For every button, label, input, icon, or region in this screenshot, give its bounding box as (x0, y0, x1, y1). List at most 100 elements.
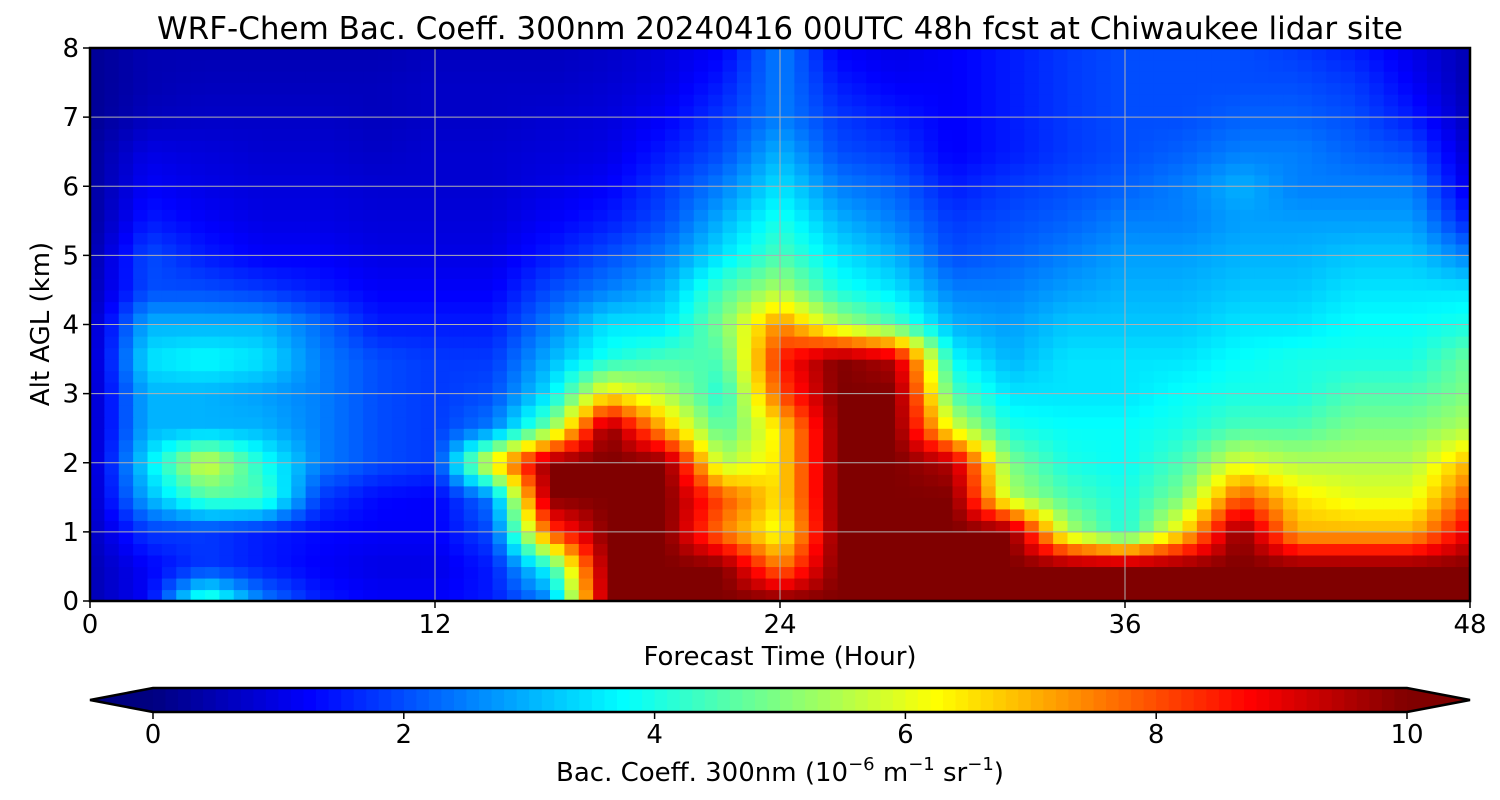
heatmap-cell (521, 554, 537, 568)
x-axis-label: Forecast Time (Hour) (643, 642, 916, 672)
heatmap-cell (463, 174, 479, 187)
heatmap-cell (1168, 566, 1184, 579)
heatmap-cell (593, 393, 609, 406)
heatmap-cell (621, 324, 637, 337)
heatmap-cell (334, 497, 350, 510)
heatmap-cell (449, 174, 465, 187)
heatmap-cell (1096, 589, 1112, 601)
heatmap-cell (1067, 382, 1083, 395)
heatmap-cell (650, 462, 666, 475)
heatmap-cell (334, 163, 350, 176)
heatmap-cell (823, 186, 839, 199)
heatmap-cell (1067, 266, 1083, 280)
heatmap-cell (808, 416, 824, 429)
heatmap-cell (1225, 416, 1241, 429)
heatmap-cell (1355, 485, 1370, 498)
heatmap-cell (291, 428, 307, 441)
heatmap-cell (262, 140, 278, 153)
heatmap-cell (679, 220, 695, 233)
heatmap-cell (90, 416, 105, 429)
heatmap-cell (90, 255, 105, 268)
heatmap-cell (1311, 266, 1327, 280)
heatmap-cell (291, 589, 307, 601)
heatmap-cell (621, 577, 637, 591)
colorbar-segment (391, 688, 405, 712)
colorbar-segment (479, 688, 493, 712)
heatmap-cell (1383, 554, 1399, 568)
colorbar-extend-high (1407, 688, 1470, 712)
heatmap-cell (1412, 174, 1428, 187)
heatmap-cell (823, 266, 839, 280)
heatmap-cell (1196, 163, 1212, 176)
heatmap-cell (205, 59, 220, 72)
heatmap-cell (1168, 312, 1184, 326)
heatmap-cell (952, 174, 968, 187)
heatmap-cell (118, 577, 134, 591)
heatmap-cell (305, 462, 321, 475)
heatmap-cell (1153, 174, 1169, 187)
heatmap-cell (305, 128, 321, 141)
heatmap-cell (176, 278, 192, 291)
heatmap-cell (665, 197, 680, 210)
heatmap-cell (521, 566, 537, 579)
heatmap-cell (205, 278, 220, 291)
heatmap-cell (607, 197, 623, 210)
heatmap-cell (909, 577, 925, 591)
heatmap-cell (535, 266, 551, 280)
heatmap-cell (478, 301, 494, 314)
heatmap-cell (650, 359, 666, 372)
heatmap-cell (205, 497, 220, 510)
heatmap-cell (823, 393, 839, 406)
heatmap-cell (1412, 531, 1428, 544)
heatmap-cell (492, 497, 508, 510)
heatmap-cell (636, 428, 652, 441)
heatmap-cell (147, 94, 163, 107)
heatmap-cell (1369, 151, 1385, 164)
heatmap-cell (1340, 347, 1356, 360)
heatmap-cell (1067, 255, 1083, 268)
heatmap-cell (1426, 439, 1442, 452)
heatmap-cell (492, 197, 508, 210)
heatmap-cell (837, 209, 853, 222)
heatmap-cell (1211, 117, 1227, 130)
heatmap-cell (765, 174, 781, 187)
heatmap-cell (607, 382, 623, 395)
heatmap-cell (248, 508, 264, 521)
heatmap-cell (1168, 474, 1184, 487)
heatmap-cell (751, 554, 767, 568)
heatmap-cell (1283, 520, 1299, 533)
heatmap-cell (1268, 312, 1284, 326)
heatmap-cell (363, 312, 379, 326)
heatmap-cell (320, 428, 335, 441)
heatmap-cell (1024, 232, 1040, 245)
heatmap-cell (952, 243, 968, 256)
heatmap-cell (1283, 347, 1299, 360)
heatmap-cell (1340, 128, 1356, 141)
heatmap-cell (420, 520, 436, 533)
heatmap-cell (1153, 554, 1169, 568)
heatmap-cell (923, 220, 939, 233)
heatmap-cell (722, 140, 738, 153)
colorbar-segment (1093, 688, 1107, 712)
heatmap-cell (90, 197, 105, 210)
heatmap-cell (1383, 266, 1399, 280)
heatmap-cell (837, 59, 853, 72)
heatmap-cell (205, 117, 220, 130)
heatmap-cell (1196, 589, 1212, 601)
heatmap-cell (478, 140, 494, 153)
heatmap-cell (823, 324, 839, 337)
heatmap-cell (161, 266, 177, 280)
heatmap-cell (851, 439, 867, 452)
heatmap-cell (650, 531, 666, 544)
heatmap-cell (923, 174, 939, 187)
heatmap-cell (607, 474, 623, 487)
heatmap-cell (1010, 589, 1025, 601)
heatmap-cell (1297, 128, 1313, 141)
heatmap-cell (564, 439, 580, 452)
heatmap-cell (650, 439, 666, 452)
heatmap-cell (995, 497, 1011, 510)
heatmap-cell (909, 140, 925, 153)
heatmap-cell (1024, 508, 1040, 521)
heatmap-cell (1455, 243, 1470, 256)
heatmap-cell (1240, 382, 1255, 395)
